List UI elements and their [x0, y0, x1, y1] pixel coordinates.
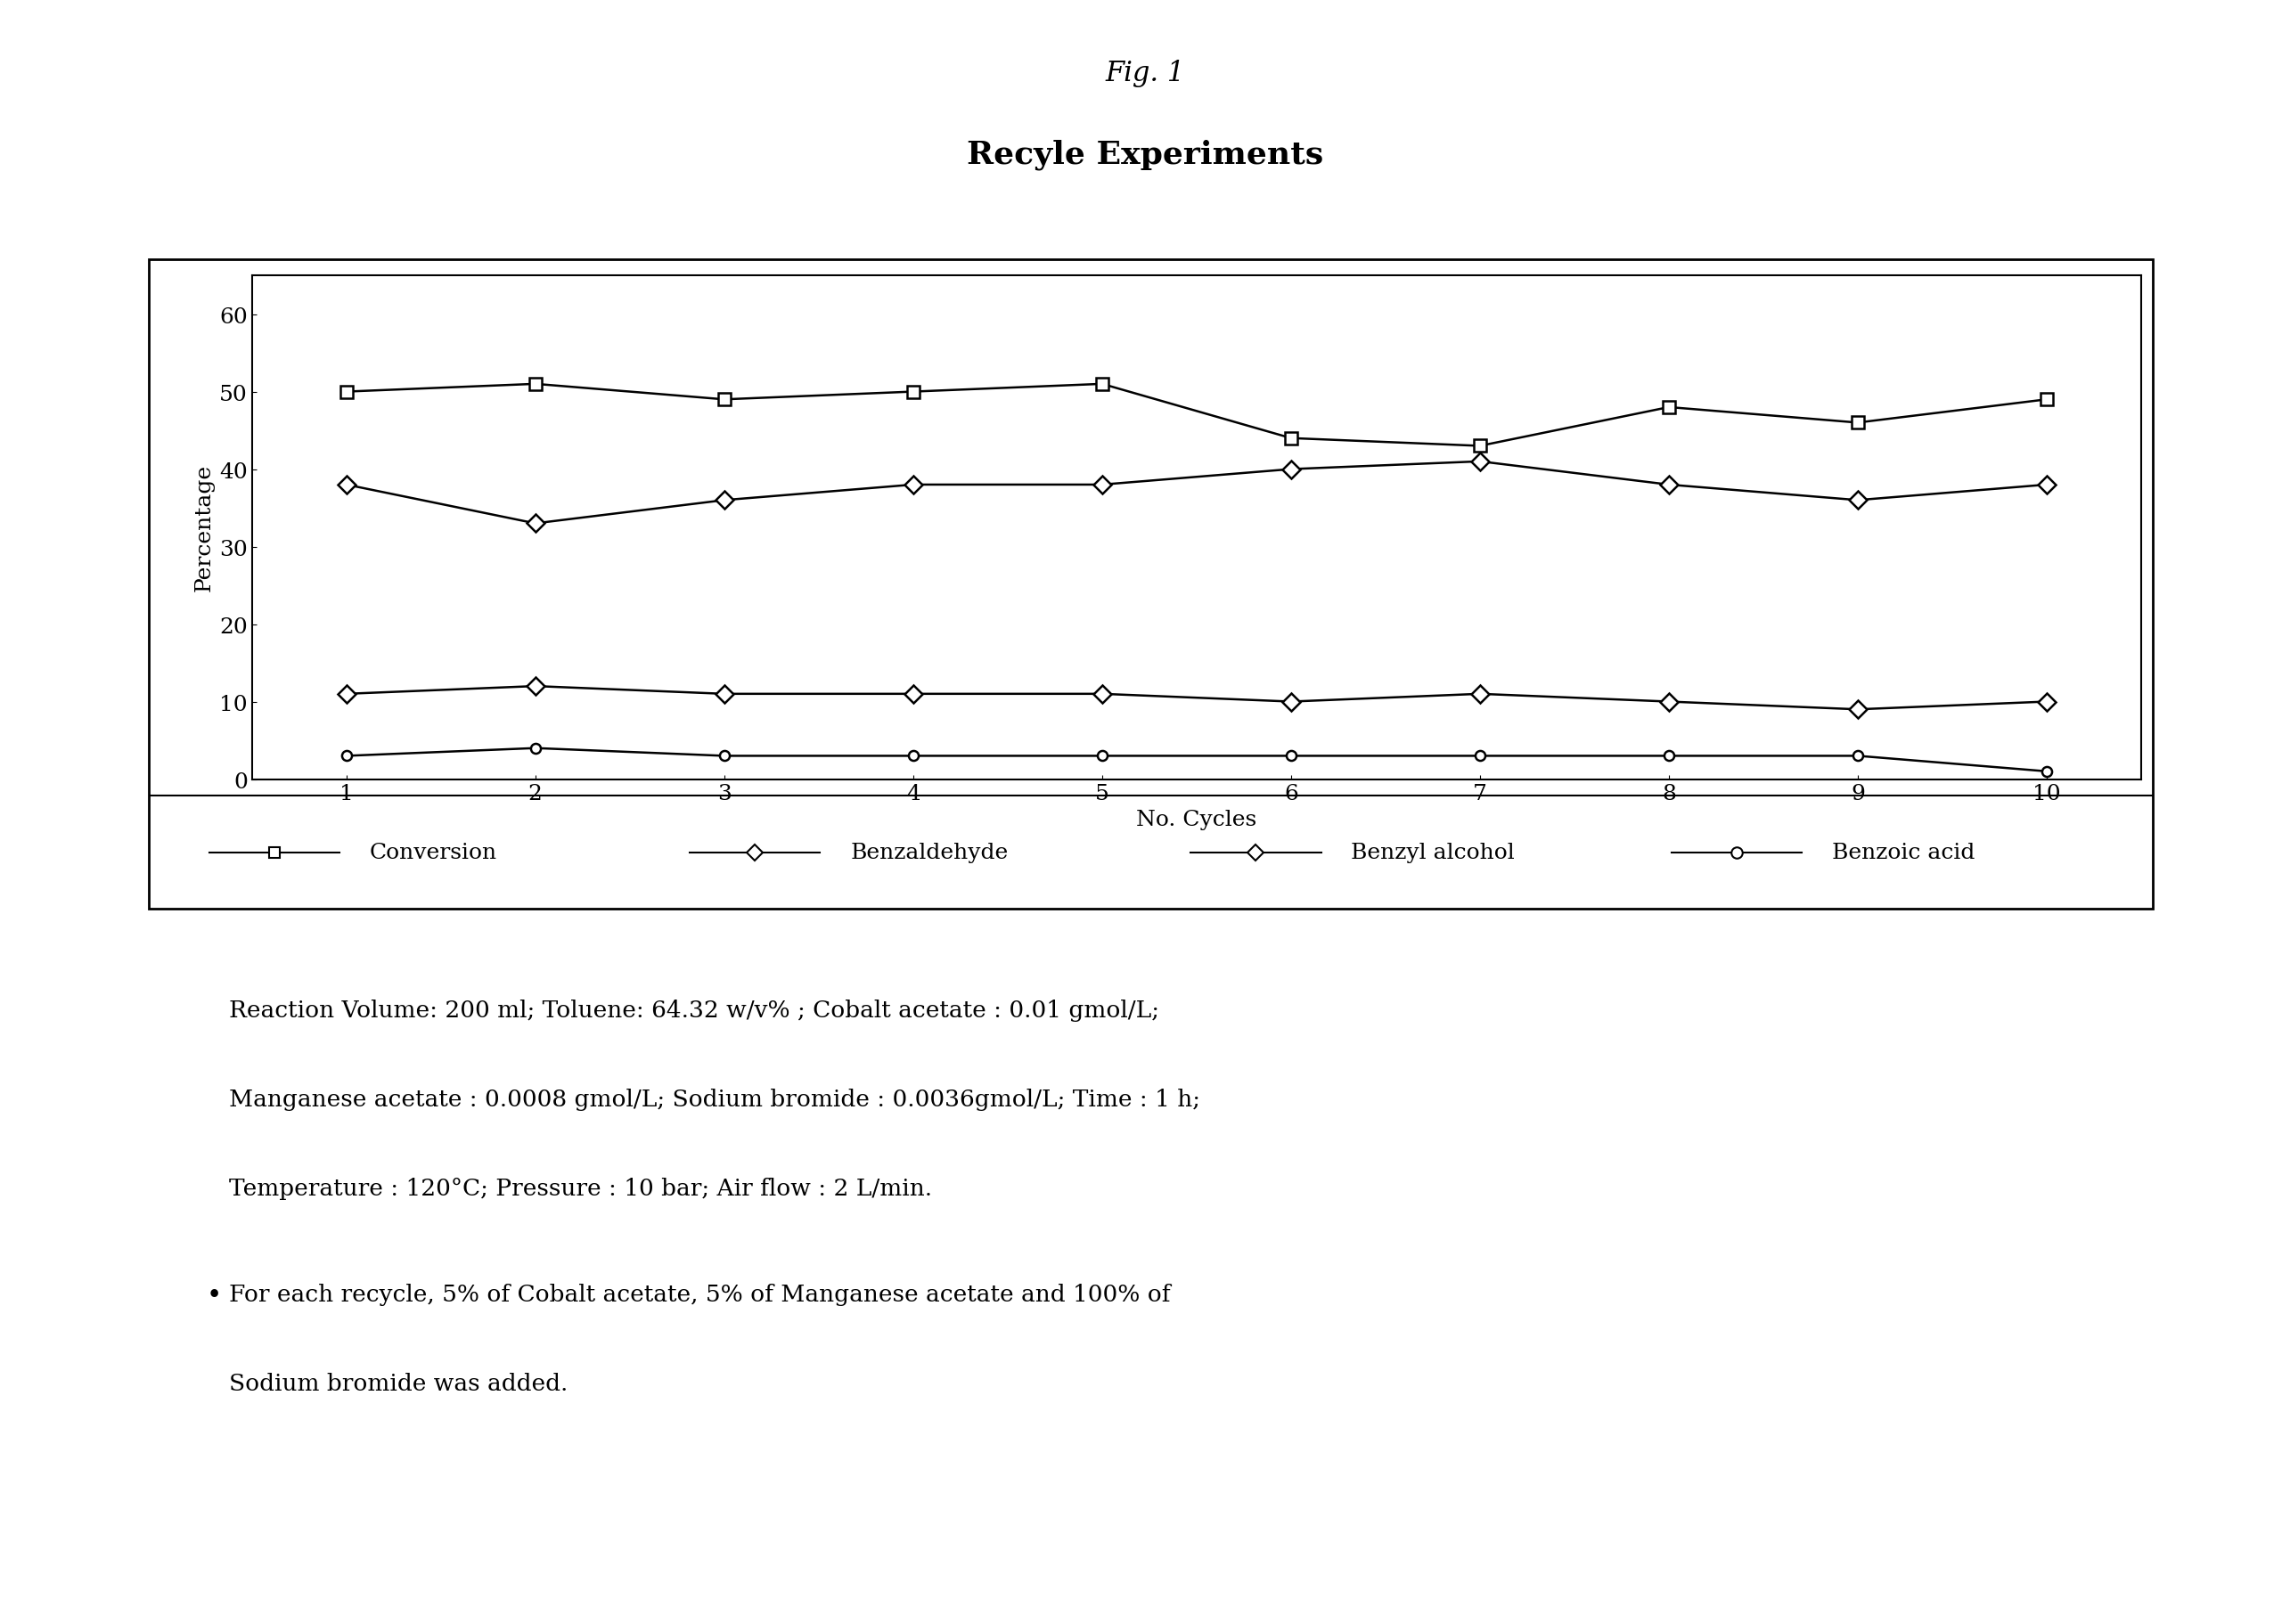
- Text: For each recycle, 5% of Cobalt acetate, 5% of Manganese acetate and 100% of: For each recycle, 5% of Cobalt acetate, …: [229, 1283, 1170, 1306]
- Text: Fig. 1: Fig. 1: [1106, 60, 1184, 86]
- Text: Benzoic acid: Benzoic acid: [1832, 843, 1974, 862]
- Text: Recyle Experiments: Recyle Experiments: [966, 140, 1324, 169]
- Text: Conversion: Conversion: [369, 843, 497, 862]
- X-axis label: No. Cycles: No. Cycles: [1136, 809, 1257, 830]
- Text: Manganese acetate : 0.0008 gmol/L; Sodium bromide : 0.0036gmol/L; Time : 1 h;: Manganese acetate : 0.0008 gmol/L; Sodiu…: [229, 1088, 1200, 1111]
- Text: Benzaldehyde: Benzaldehyde: [850, 843, 1008, 862]
- Text: Benzyl alcohol: Benzyl alcohol: [1351, 843, 1514, 862]
- Y-axis label: Percentage: Percentage: [195, 464, 215, 591]
- Text: Temperature : 120°C; Pressure : 10 bar; Air flow : 2 L/min.: Temperature : 120°C; Pressure : 10 bar; …: [229, 1177, 932, 1200]
- Text: •: •: [206, 1283, 222, 1307]
- Text: Sodium bromide was added.: Sodium bromide was added.: [229, 1372, 568, 1395]
- Text: Reaction Volume: 200 ml; Toluene: 64.32 w/v% ; Cobalt acetate : 0.01 gmol/L;: Reaction Volume: 200 ml; Toluene: 64.32 …: [229, 999, 1159, 1021]
